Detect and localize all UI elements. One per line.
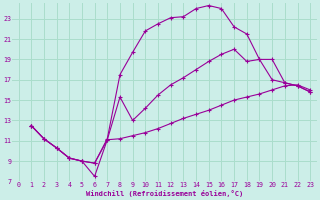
X-axis label: Windchill (Refroidissement éolien,°C): Windchill (Refroidissement éolien,°C): [86, 190, 243, 197]
